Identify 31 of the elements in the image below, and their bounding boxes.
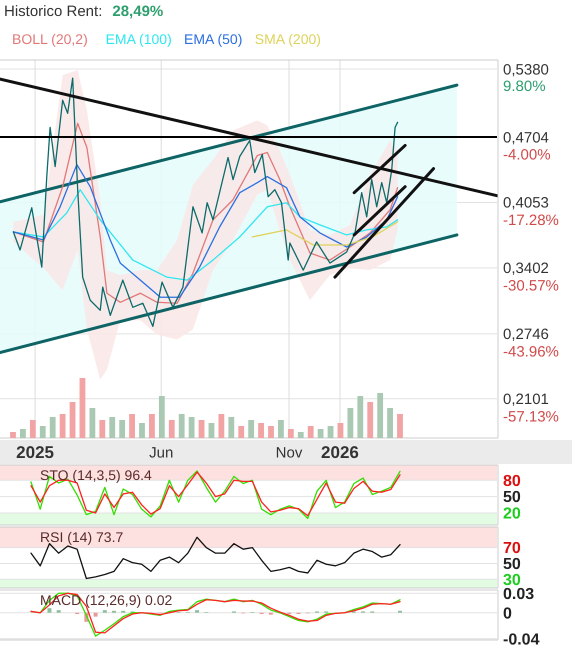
chart-title: Historico Rent: bbox=[4, 3, 102, 20]
x-tick-label: 2026 bbox=[321, 442, 359, 462]
y-tick-label: 0,4704 bbox=[503, 129, 549, 146]
y-tick-label: 50 bbox=[503, 489, 521, 506]
text: BOLL (20,2) bbox=[12, 31, 88, 47]
y2-tick-label: -57.13% bbox=[503, 408, 559, 426]
y-tick-label: 0,2101 bbox=[503, 390, 549, 408]
y-tick-label: 0,3402 bbox=[503, 260, 549, 278]
y-tick-label: 0,4053 bbox=[503, 194, 549, 212]
x-tick-label: 2025 bbox=[16, 442, 54, 462]
chart-title: STO (14,3,5) 96.4 bbox=[40, 467, 152, 483]
y-tick-label: 80 bbox=[503, 472, 521, 490]
y2-tick-label: 9.80% bbox=[503, 78, 546, 96]
text: EMA (100) bbox=[106, 31, 172, 47]
text: SMA (200) bbox=[254, 31, 321, 47]
text: EMA (50) bbox=[184, 31, 242, 47]
chart-subtitle: 28,49% bbox=[112, 3, 164, 20]
y2-tick-label: -43.96% bbox=[503, 343, 559, 360]
y2-tick-label: -17.28% bbox=[503, 212, 559, 229]
y-tick-label: 0,5380 bbox=[503, 61, 549, 78]
y-tick-label: 70 bbox=[503, 540, 521, 558]
y-tick-label: 0 bbox=[503, 605, 512, 622]
y2-tick-label: -4.00% bbox=[503, 146, 551, 164]
y-tick-label: 50 bbox=[503, 556, 521, 574]
chart-title: RSI (14) 73.7 bbox=[40, 529, 124, 545]
y2-tick-label: -30.57% bbox=[503, 277, 559, 294]
x-tick-label: Jun bbox=[149, 444, 174, 462]
x-tick-label: Nov bbox=[276, 444, 303, 462]
y-tick-label: 0,2746 bbox=[503, 326, 549, 344]
y-tick-label: 20 bbox=[503, 506, 521, 523]
y-tick-label: -0.04 bbox=[503, 631, 540, 648]
